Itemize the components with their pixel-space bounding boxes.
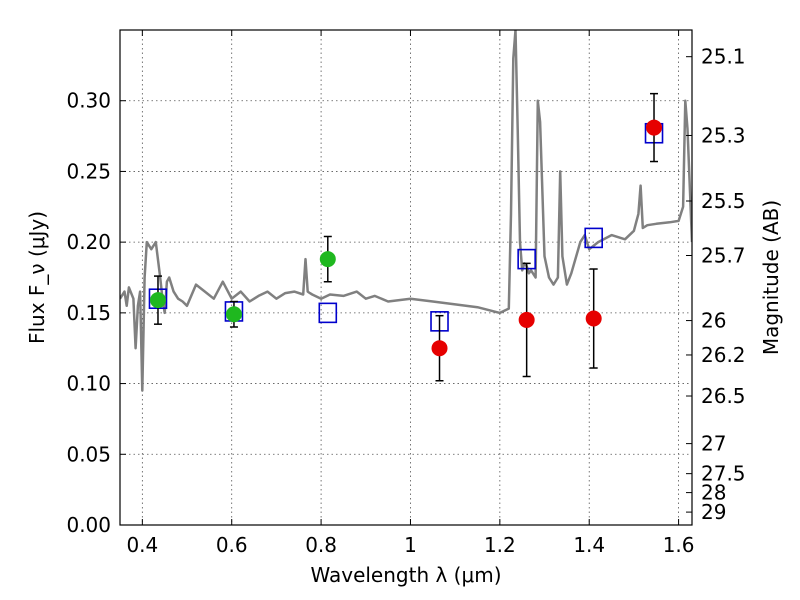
y-tick-label: 0.00 [66, 513, 111, 537]
right-axis-label: Magnitude (AB) [759, 200, 783, 355]
y-axis-label: Flux F_ν (μJy) [25, 211, 49, 344]
right-tick-label: 25.3 [701, 123, 746, 147]
right-tick-label: 25.7 [701, 244, 746, 268]
right-tick-label: 27 [701, 432, 726, 456]
right-tick-label: 26 [701, 309, 726, 333]
x-axis-label: Wavelength λ (μm) [310, 563, 501, 587]
right-tick-label: 29 [701, 500, 726, 524]
flux-point [431, 340, 448, 357]
model-square-point [584, 227, 603, 249]
spectrum-line [120, 30, 692, 392]
x-tick-label: 1 [404, 533, 417, 557]
model-square-point [318, 302, 338, 324]
flux-point [518, 311, 535, 328]
axis-ticks: 0.4 0.6 0.8 1 1.2 1.4 1.6 0.00 0.05 0.10 0.15 0.20 0… [66, 30, 746, 557]
y-tick-label: 0.10 [66, 372, 111, 396]
x-tick-label: 1.6 [663, 533, 695, 557]
right-tick-label: 26.5 [701, 384, 746, 408]
flux-point [225, 306, 242, 323]
y-tick-label: 0.15 [66, 301, 111, 325]
flux-point [149, 292, 166, 309]
y-tick-label: 0.05 [66, 442, 111, 466]
x-tick-label: 0.8 [305, 533, 337, 557]
flux-point [319, 251, 336, 268]
x-tick-label: 0.4 [126, 533, 158, 557]
x-tick-label: 0.6 [216, 533, 248, 557]
right-tick-label: 27.5 [701, 462, 746, 486]
flux-point [646, 119, 663, 136]
spectrum-series [120, 30, 692, 392]
right-tick-label: 25.1 [701, 45, 746, 69]
grid [120, 30, 692, 526]
y-tick-label: 0.30 [66, 89, 111, 113]
y-tick-label: 0.20 [66, 230, 111, 254]
right-tick-label: 25.5 [701, 189, 746, 213]
y-tick-label: 0.25 [66, 159, 111, 183]
plot-frame [119, 29, 693, 526]
observed-points-series [149, 119, 663, 357]
right-tick-label: 28 [701, 481, 726, 505]
flux-point [585, 310, 602, 327]
x-tick-label: 1.2 [484, 533, 516, 557]
right-tick-label: 26.2 [701, 343, 746, 367]
x-tick-label: 1.4 [573, 533, 605, 557]
